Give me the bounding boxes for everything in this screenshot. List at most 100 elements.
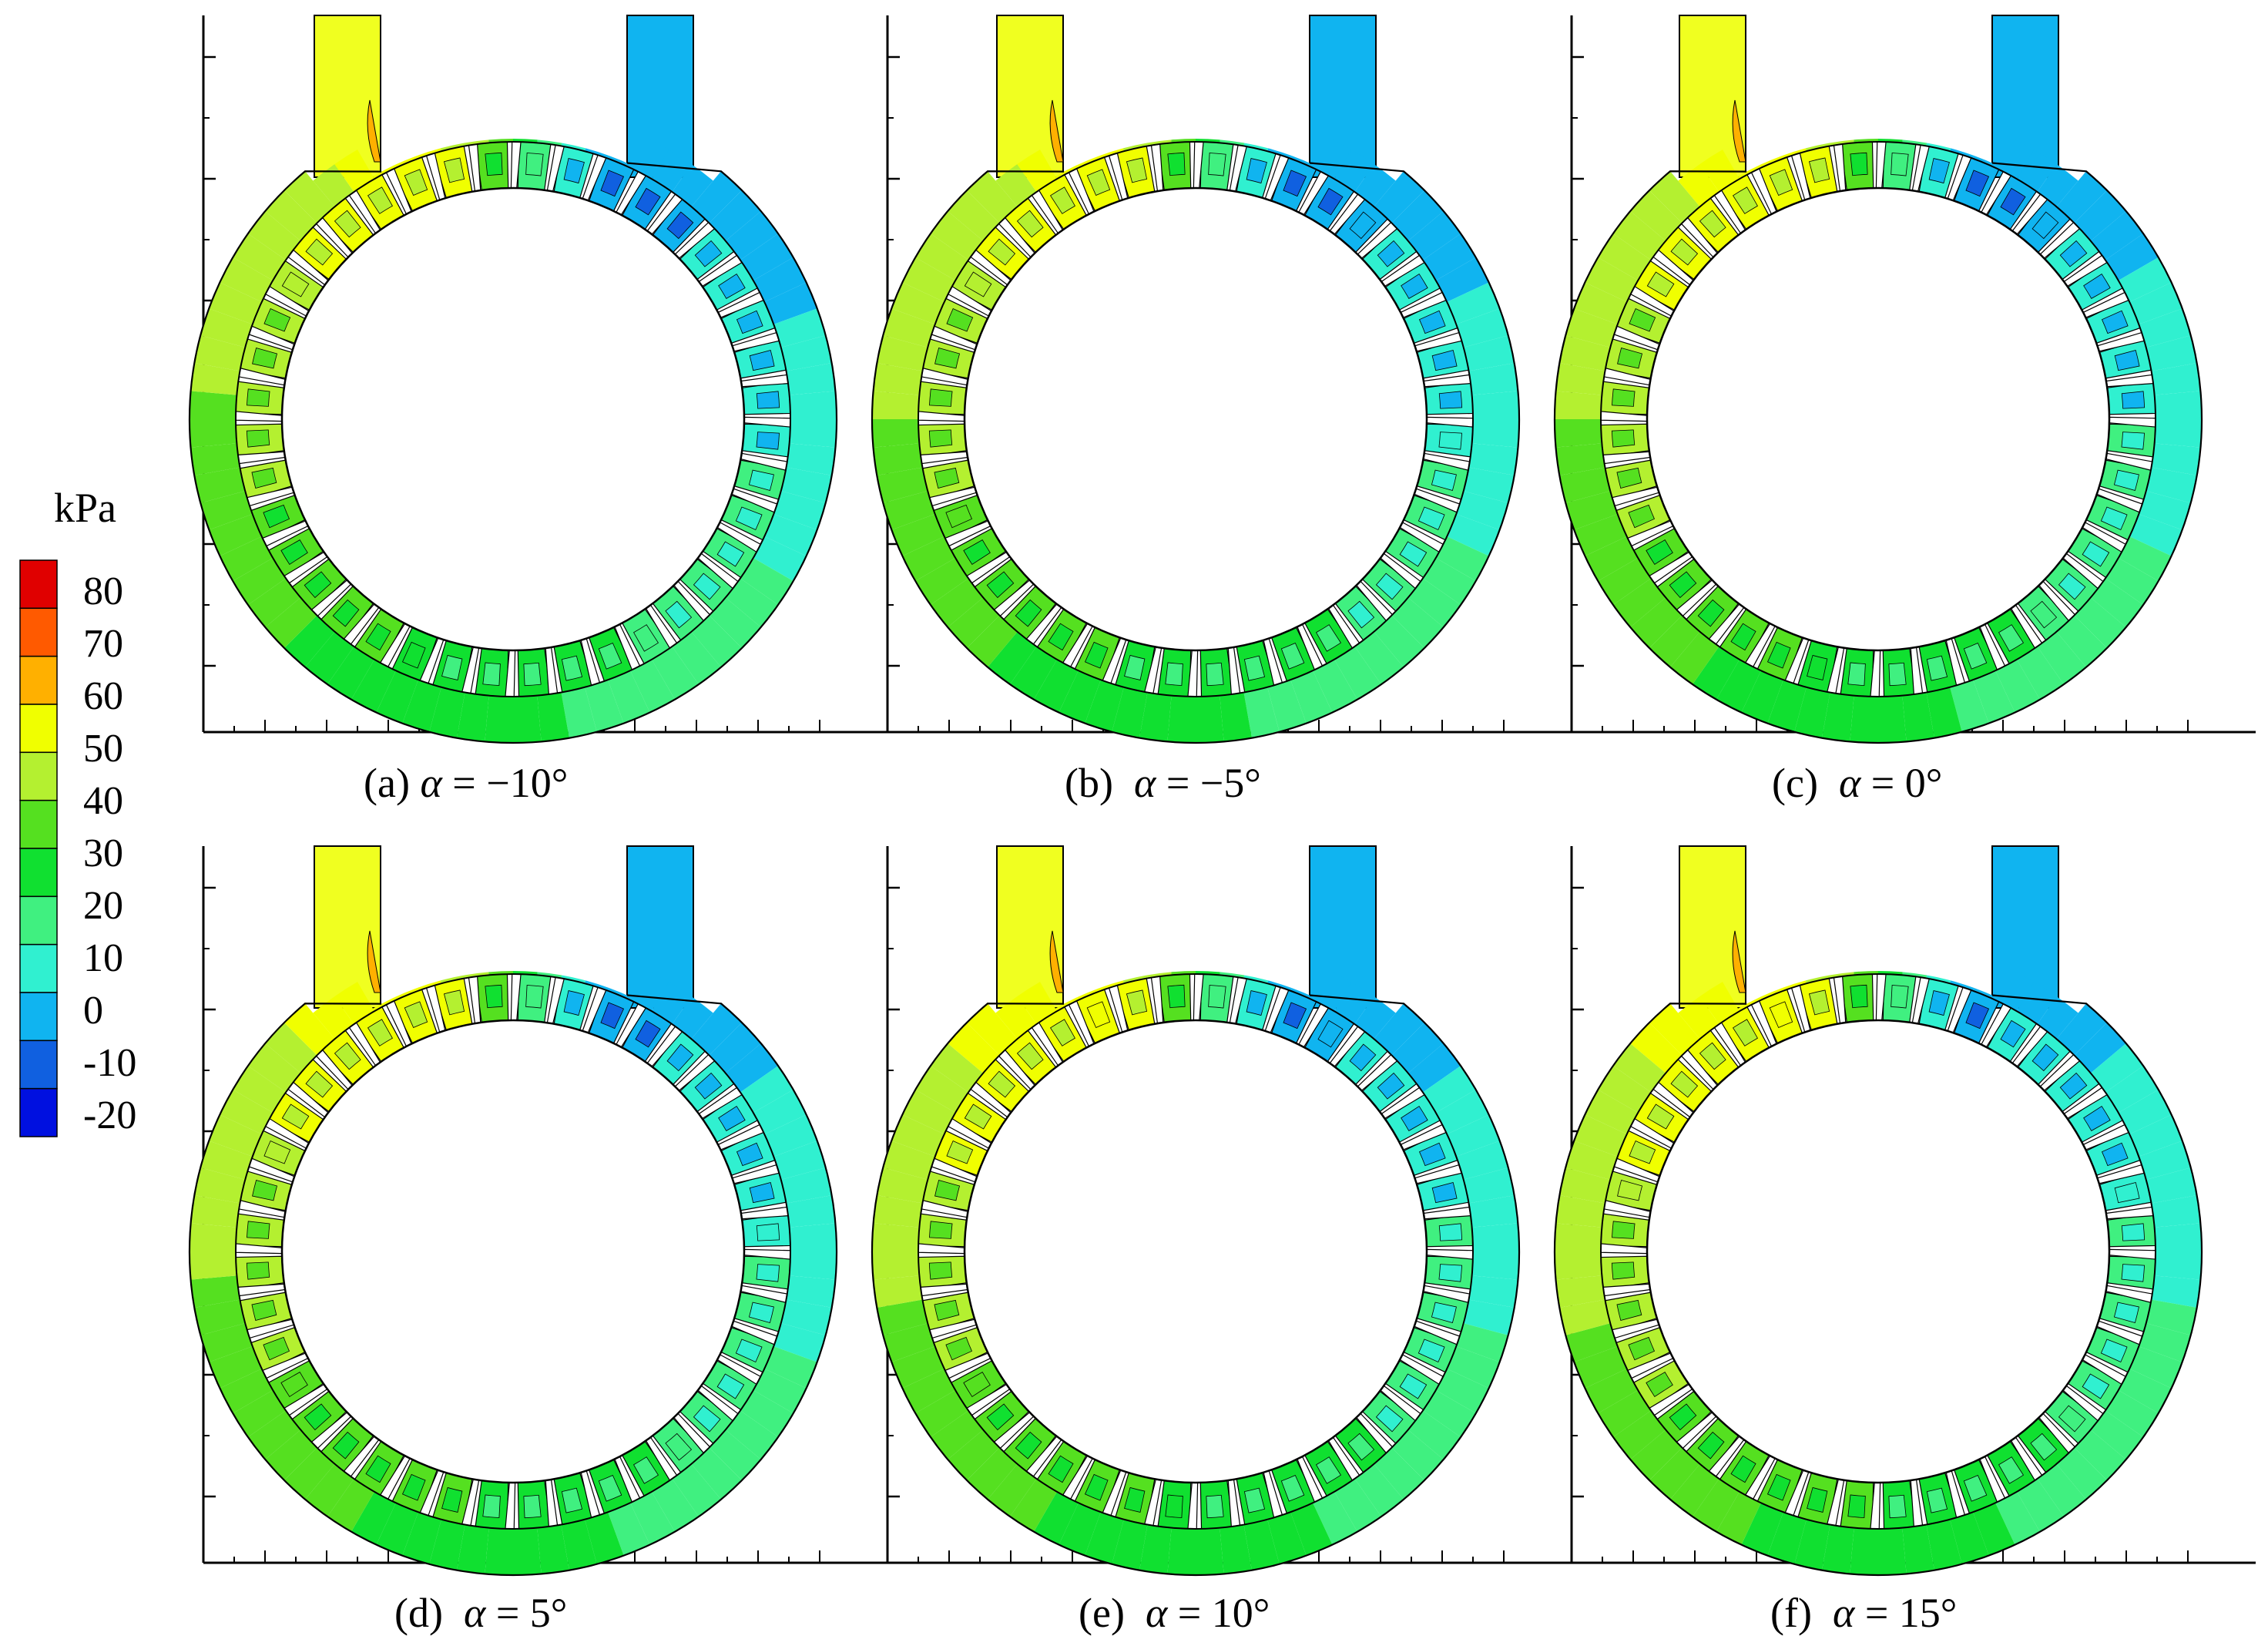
legend-level-label: 80	[83, 569, 123, 613]
channel-segment	[2017, 149, 2057, 193]
impeller-tip-circle	[918, 141, 1474, 697]
channel-segment	[948, 1429, 1000, 1480]
passage-contour	[304, 1403, 332, 1431]
channel-segment	[872, 391, 920, 419]
channel-segment	[1995, 136, 2034, 180]
channel-segment	[2090, 1043, 2144, 1093]
channel-segment	[2105, 233, 2159, 280]
channel-segment	[1085, 680, 1124, 732]
passage-contour	[1048, 1455, 1074, 1483]
caption-c: (c) α = 0°	[1772, 760, 1943, 806]
channel-segment	[2146, 1167, 2197, 1204]
channel-segment	[1243, 687, 1280, 738]
passage-contour	[443, 989, 465, 1016]
channel-segment	[1290, 987, 1314, 1000]
channel-segment	[305, 1463, 354, 1517]
channel-segment	[313, 164, 354, 207]
channel-segment	[233, 1066, 287, 1113]
channel-segment	[537, 692, 569, 742]
passage-contour	[365, 1455, 391, 1483]
hub-circle	[963, 186, 1428, 652]
passage-contour	[1283, 1002, 1307, 1030]
channel-segment	[1407, 1043, 1461, 1093]
channel-segment	[995, 996, 1037, 1040]
channel-segment	[753, 1369, 807, 1413]
passage-contour	[945, 1336, 973, 1361]
channel-segment	[1678, 164, 1719, 207]
channel-segment	[1738, 165, 1761, 180]
channel-segment	[709, 597, 761, 648]
passage-contour	[263, 307, 291, 332]
channel-segment	[780, 467, 832, 503]
passage-contour	[2083, 274, 2111, 299]
channel-segment	[2118, 257, 2172, 302]
passage-contour	[1850, 984, 1868, 1009]
channel-segment	[233, 1390, 287, 1437]
channel-segment	[1313, 969, 1351, 1012]
passage-contour	[736, 1142, 763, 1167]
passage-contour	[1375, 573, 1404, 600]
passage-contour	[252, 348, 278, 369]
passage-contour	[1998, 624, 2025, 652]
passage-contour	[735, 1339, 763, 1363]
impeller-tip-circle	[235, 141, 791, 697]
channel-segment	[1716, 659, 1761, 713]
passage-contour	[964, 271, 992, 297]
channel-segment	[1422, 233, 1476, 280]
channel-segment	[891, 1346, 944, 1389]
channel-segment	[2037, 1463, 2086, 1517]
channel-segment	[485, 1527, 513, 1575]
channel-segment	[2074, 597, 2126, 648]
channel-segment	[1139, 692, 1172, 742]
passage-contour	[1926, 1487, 1948, 1513]
passage-contour	[1612, 1221, 1636, 1239]
channel-segment	[1612, 211, 1666, 260]
passage-contour	[635, 187, 661, 216]
passage-contour	[404, 1001, 428, 1029]
channel-segment	[1850, 1527, 1878, 1575]
passage-contour	[441, 654, 463, 680]
passage-contour	[598, 1474, 622, 1502]
passage-contour	[1418, 1142, 1446, 1167]
passage-contour	[2059, 240, 2088, 267]
channel-segment	[995, 164, 1037, 207]
passage-contour	[1124, 654, 1146, 680]
channel-segment	[1716, 1491, 1761, 1545]
channel-segment	[376, 670, 418, 724]
passage-contour	[1732, 186, 1758, 214]
channel-segment	[1313, 136, 1351, 180]
passage-contour	[1086, 169, 1111, 197]
passage-contour	[1401, 1105, 1428, 1131]
channel-segment	[190, 1223, 237, 1251]
passage-contour	[1438, 391, 1463, 409]
channel-segment	[1391, 1023, 1444, 1073]
channel-segment	[883, 308, 935, 348]
passage-contour	[523, 662, 542, 687]
passage-contour	[246, 429, 270, 448]
legend-swatch	[19, 895, 58, 946]
channel-segment	[373, 165, 396, 180]
passage-contour	[1167, 152, 1186, 176]
channel-segment	[877, 335, 928, 371]
channel-segment	[1456, 491, 1508, 530]
channel-segment	[1468, 1195, 1518, 1228]
passage-contour	[1617, 1180, 1643, 1201]
channel-segment	[1267, 1512, 1307, 1564]
passage-contour	[1669, 571, 1697, 599]
passage-contour	[1670, 1070, 1699, 1098]
channel-segment	[872, 1223, 920, 1251]
channel-segment	[537, 1524, 569, 1574]
passage-contour	[1611, 1261, 1636, 1280]
channel-segment	[1034, 659, 1079, 713]
channel-segment	[1822, 692, 1854, 742]
channel-segment	[190, 419, 237, 448]
passage-contour	[934, 348, 961, 369]
passage-contour	[252, 1180, 278, 1201]
channel-segment	[1574, 514, 1627, 556]
channel-segment	[1598, 558, 1652, 605]
passage-contour	[1998, 1456, 2025, 1484]
channel-segment	[902, 257, 956, 302]
channel-segment	[1463, 467, 1515, 503]
channel-segment	[194, 467, 246, 503]
panel-a	[188, 15, 887, 744]
